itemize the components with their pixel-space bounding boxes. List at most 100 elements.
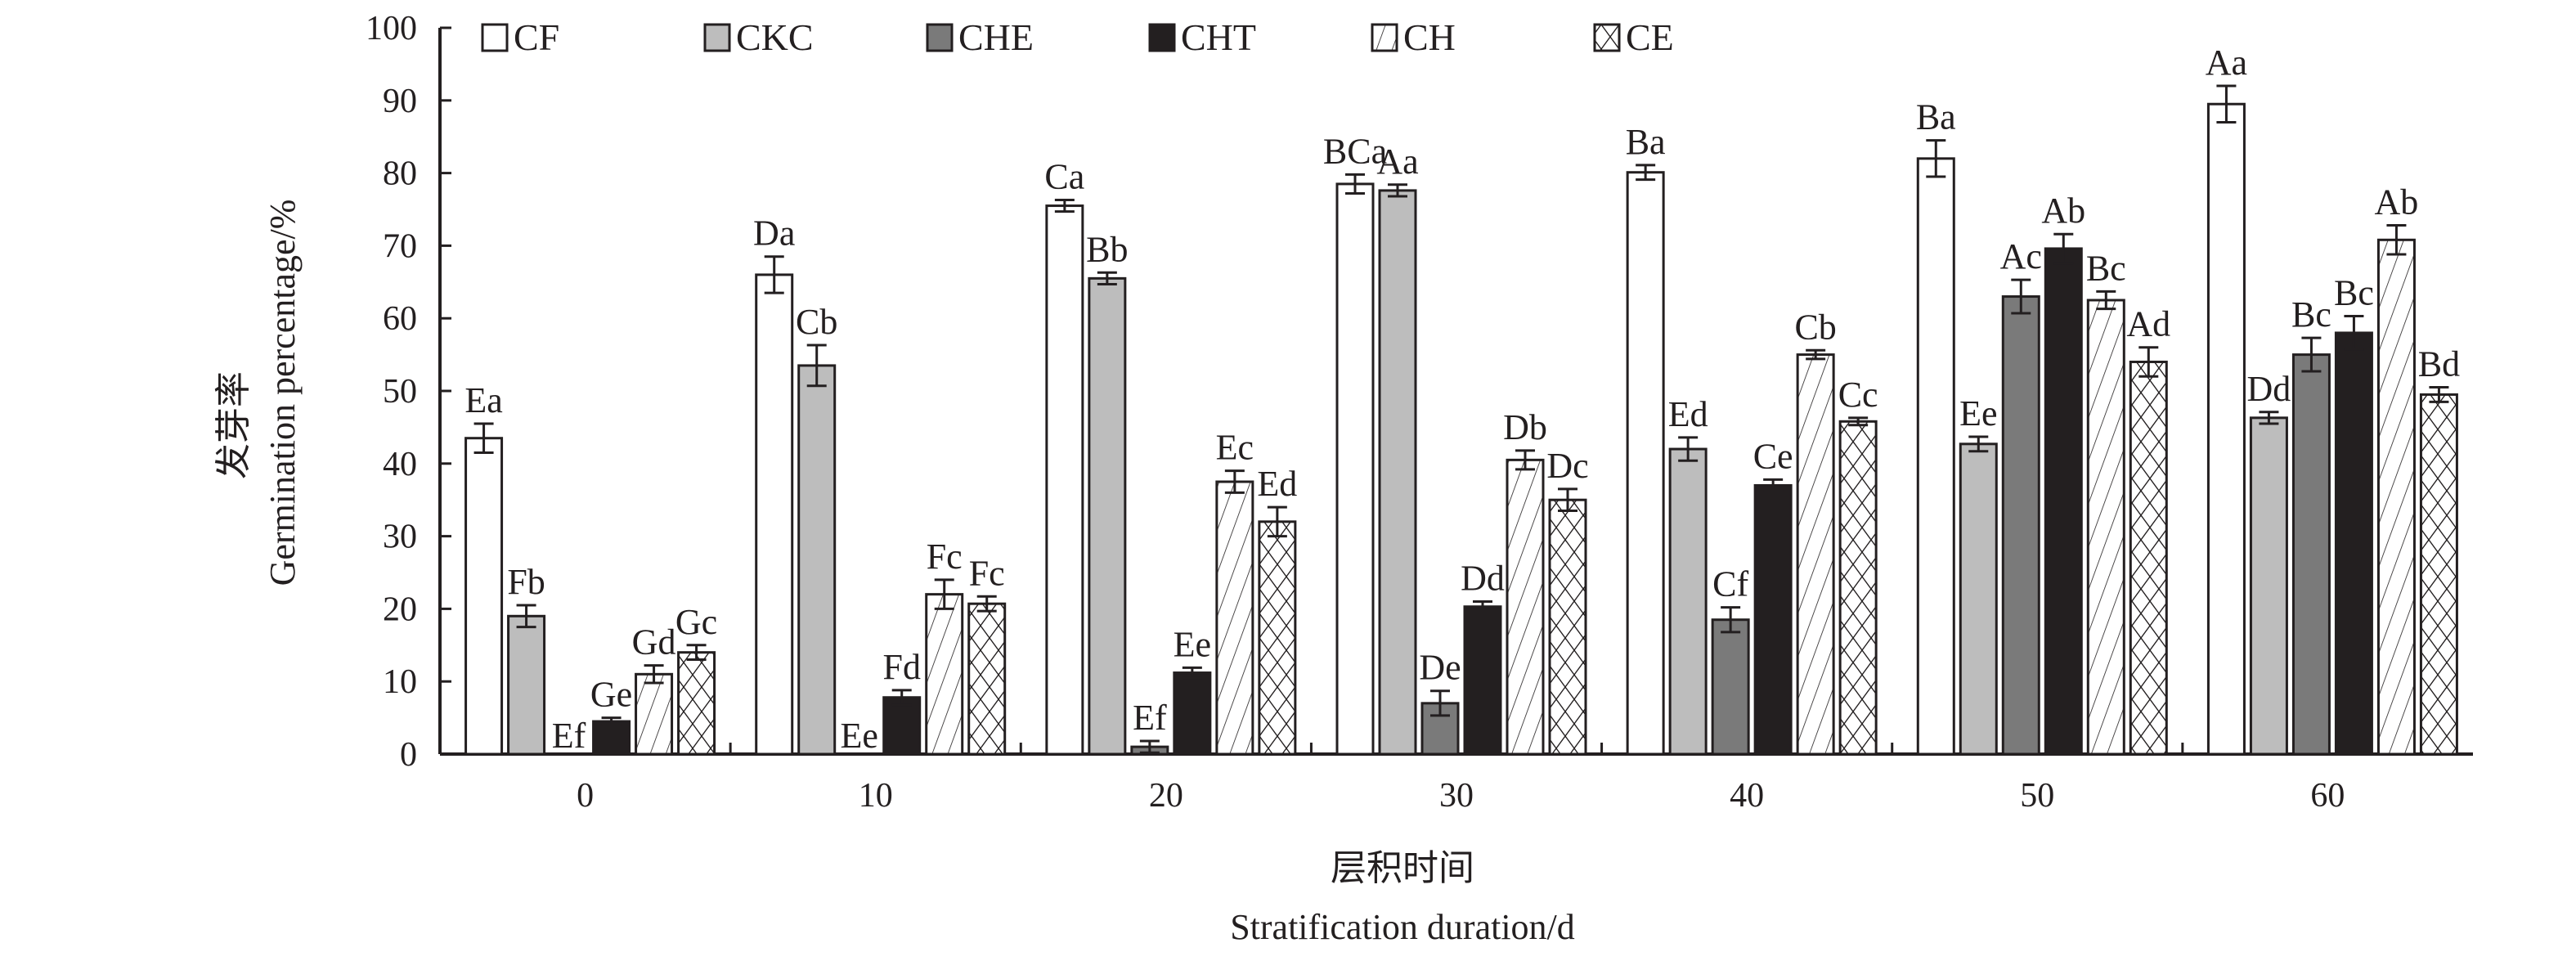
bar-ckc (1959, 442, 1998, 756)
legend-swatch-cf (481, 23, 509, 52)
bar-ch (2376, 238, 2416, 756)
y-tick-label: 100 (366, 10, 417, 47)
bar-ckc (1088, 276, 1127, 756)
significance-label: Cc (1838, 375, 1878, 415)
significance-label: Fb (507, 562, 545, 602)
significance-label: Bc (2291, 294, 2331, 335)
bar-ce (1258, 520, 1297, 756)
x-tick-label: 20 (1149, 777, 1183, 815)
bar-ckc (2249, 416, 2288, 756)
bar-ce (967, 602, 1007, 756)
bar-ckc (507, 614, 546, 756)
bar-cht (1753, 483, 1793, 756)
significance-label: De (1419, 648, 1461, 688)
bar-cf (1045, 204, 1084, 756)
y-tick-label: 0 (400, 736, 417, 774)
significance-label: Ce (1753, 436, 1793, 476)
significance-label: Da (753, 213, 795, 254)
bar-cf (464, 437, 504, 756)
bar-ce (1548, 498, 1587, 756)
significance-label: Dd (2247, 369, 2291, 409)
significance-label: Gc (675, 602, 717, 642)
significance-label: Aa (2206, 43, 2247, 83)
y-tick-label: 80 (383, 155, 417, 193)
legend-label-ckc: CKC (736, 16, 814, 58)
legend-label-che: CHE (958, 16, 1034, 58)
bar-che (1711, 618, 1750, 756)
bar-ce (2419, 393, 2458, 756)
legend-label-cf: CF (514, 16, 559, 58)
significance-label: Bb (1086, 229, 1128, 269)
bar-cf (1335, 182, 1375, 756)
bar-cht (2044, 247, 2083, 756)
significance-label: Dd (1461, 559, 1505, 599)
significance-label: BCa (1323, 131, 1387, 171)
bar-cf (1916, 157, 1955, 756)
bar-ce (677, 651, 716, 756)
significance-label: Ac (2000, 236, 2042, 276)
y-tick-label: 30 (383, 519, 417, 556)
significance-label: Fd (882, 647, 920, 687)
bar-ch (1506, 458, 1545, 756)
x-tick-label: 60 (2310, 777, 2345, 815)
x-tick-label: 10 (859, 777, 893, 815)
significance-label: Ed (1668, 394, 1708, 434)
bar-cf (755, 273, 794, 756)
bar-ch (2086, 299, 2125, 756)
significance-label: Ab (2041, 191, 2085, 231)
significance-label: Ab (2375, 182, 2419, 222)
bar-ch (1215, 480, 1254, 756)
significance-label: Cb (1794, 307, 1836, 347)
significance-label: Gd (632, 622, 676, 662)
significance-label: Ad (2126, 304, 2170, 344)
x-axis-label: Stratification duration/d (1230, 907, 1575, 947)
significance-label: Cb (796, 302, 837, 342)
significance-label: Ef (1133, 698, 1167, 738)
legend-swatch-ch (1371, 23, 1398, 52)
significance-label: Bc (2334, 273, 2374, 313)
significance-label: Ea (464, 380, 502, 420)
significance-label: Fc (969, 553, 1005, 593)
y-axis-label: Germination percentage/% (263, 200, 303, 586)
y-axis-label-cn: 发芽率 (213, 371, 254, 479)
bar-ckc (1668, 447, 1708, 756)
legend-label-cht: CHT (1181, 16, 1256, 58)
y-tick-label: 40 (383, 446, 417, 483)
x-tick-label: 40 (1730, 777, 1764, 815)
significance-label: Ef (552, 716, 586, 756)
significance-label: Ec (1216, 428, 1254, 468)
bar-cht (1173, 671, 1212, 756)
bar-che (2291, 353, 2331, 756)
bar-ckc (797, 364, 837, 756)
bar-ckc (1378, 189, 1417, 756)
x-tick-label: 30 (1439, 777, 1474, 815)
significance-label: Fc (927, 537, 963, 577)
y-tick-label: 50 (383, 373, 417, 411)
bar-cht (882, 696, 922, 756)
x-tick-label: 0 (577, 777, 594, 815)
y-tick-label: 10 (383, 663, 417, 701)
significance-label: Ba (1916, 97, 1956, 137)
bar-ch (1796, 353, 1835, 756)
bar-cht (2334, 331, 2373, 756)
significance-label: Db (1503, 407, 1547, 447)
bar-cf (1626, 171, 1665, 756)
significance-label: Ge (590, 675, 632, 715)
bar-cf (2206, 102, 2246, 756)
bar-ch (635, 672, 674, 756)
legend-swatch-ckc (703, 23, 731, 52)
bar-ch (925, 593, 964, 756)
significance-label: Ee (841, 716, 878, 756)
significance-label: Ba (1626, 122, 1666, 162)
x-tick-label: 50 (2020, 777, 2054, 815)
significance-label: Ed (1257, 464, 1297, 504)
y-tick-label: 20 (383, 591, 417, 628)
significance-label: Ca (1044, 156, 1084, 196)
significance-label: Ee (1174, 624, 1211, 664)
bar-cht (1463, 605, 1502, 756)
bar-ce (2129, 360, 2168, 756)
significance-label: Cf (1712, 564, 1748, 604)
x-axis-label-cn: 层积时间 (1331, 848, 1474, 888)
